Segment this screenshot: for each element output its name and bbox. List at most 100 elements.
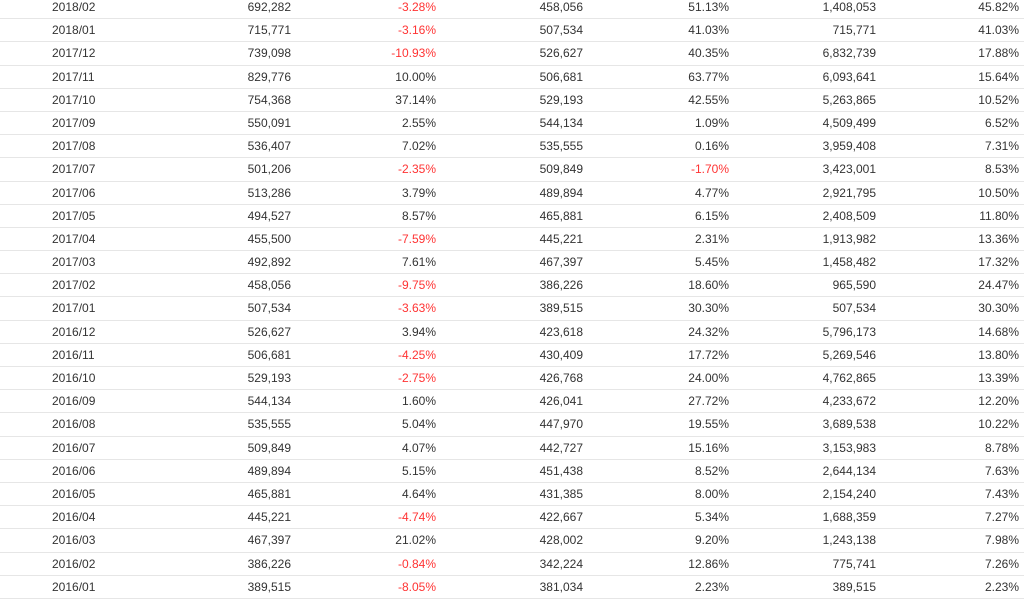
growth-cell: -1.70% (690, 162, 729, 177)
growth-cell: 41.03% (688, 23, 729, 38)
cumulative-growth-cell: 10.22% (978, 417, 1019, 432)
period-cell: 2016/07 (52, 440, 96, 455)
cumulative-value-cell: 5,263,865 (822, 92, 876, 107)
table-row: 2017/11 829,776 10.00% 506,681 63.77% 6,093,6… (0, 66, 1024, 89)
table-row: 2017/02 458,056 -9.75% 386,226 18.60% 965,590… (0, 274, 1024, 298)
period-cell: 2016/11 (52, 347, 95, 362)
change-cell: 8.57% (401, 208, 436, 223)
period-cell: 2016/03 (52, 533, 96, 548)
table-row: 2017/10 754,368 37.14% 529,193 42.55% 5,263,8… (0, 89, 1024, 112)
cumulative-value-cell: 1,458,482 (822, 255, 876, 270)
cumulative-growth-cell: 17.32% (978, 255, 1019, 270)
period-cell: 2017/02 (52, 278, 96, 293)
change-cell: -2.35% (397, 162, 436, 177)
value-cell: 509,849 (247, 440, 291, 455)
value-cell: 489,894 (247, 463, 291, 478)
cumulative-growth-cell: 7.27% (984, 510, 1019, 525)
compare-value-cell: 544,134 (539, 115, 583, 130)
change-cell: 21.02% (395, 533, 436, 548)
compare-value-cell: 422,667 (539, 510, 583, 525)
period-cell: 2016/12 (52, 324, 96, 339)
compare-value-cell: 507,534 (539, 23, 583, 38)
value-cell: 465,881 (247, 486, 291, 501)
compare-value-cell: 509,849 (539, 162, 583, 177)
table-row: 2016/06 489,894 5.15% 451,438 8.52% 2,644,134… (0, 460, 1024, 483)
growth-cell: 6.15% (694, 208, 729, 223)
cumulative-value-cell: 3,689,538 (822, 417, 876, 432)
table-row: 2017/09 550,091 2.55% 544,134 1.09% 4,509,499… (0, 112, 1024, 136)
table-row: 2018/02 692,282 -3.28% 458,056 51.13% 1,408,0… (0, 0, 1024, 20)
cumulative-value-cell: 2,154,240 (822, 486, 876, 501)
compare-value-cell: 465,881 (539, 208, 583, 223)
period-cell: 2017/03 (52, 255, 96, 270)
growth-cell: 8.52% (694, 463, 729, 478)
cumulative-growth-cell: 2.23% (984, 579, 1019, 594)
cumulative-growth-cell: 15.64% (978, 69, 1019, 84)
growth-cell: 19.55% (688, 417, 729, 432)
cumulative-growth-cell: 14.68% (978, 324, 1019, 339)
change-cell: -3.16% (397, 23, 436, 38)
growth-cell: 9.20% (694, 533, 729, 548)
compare-value-cell: 467,397 (539, 255, 583, 270)
period-cell: 2016/02 (52, 556, 96, 571)
change-cell: -7.59% (397, 231, 436, 246)
compare-value-cell: 489,894 (539, 185, 583, 200)
cumulative-value-cell: 775,741 (832, 556, 876, 571)
change-cell: -9.75% (397, 278, 436, 293)
value-cell: 507,534 (247, 301, 291, 316)
table-row: 2016/10 529,193 -2.75% 426,768 24.00% 4,762,8… (0, 367, 1024, 391)
cumulative-value-cell: 4,509,499 (822, 115, 876, 130)
change-cell: -4.25% (397, 347, 436, 362)
table-row: 2016/12 526,627 3.94% 423,618 24.32% 5,796,17… (0, 321, 1024, 344)
cumulative-growth-cell: 7.63% (984, 463, 1019, 478)
growth-cell: 17.72% (688, 347, 729, 362)
value-cell: 467,397 (247, 533, 291, 548)
cumulative-growth-cell: 8.53% (984, 162, 1019, 177)
change-cell: -4.74% (397, 510, 436, 525)
change-cell: 3.94% (401, 324, 436, 339)
cumulative-growth-cell: 6.52% (984, 115, 1019, 130)
growth-cell: 24.32% (688, 324, 729, 339)
cumulative-growth-cell: 11.80% (979, 208, 1019, 223)
period-cell: 2017/04 (52, 231, 96, 246)
table-row: 2017/01 507,534 -3.63% 389,515 30.30% 507,534… (0, 297, 1024, 321)
compare-value-cell: 423,618 (539, 324, 583, 339)
table-row: 2016/09 544,134 1.60% 426,041 27.72% 4,233,67… (0, 390, 1024, 414)
change-cell: 5.04% (401, 417, 436, 432)
value-cell: 389,515 (247, 579, 291, 594)
cumulative-growth-cell: 13.39% (978, 371, 1019, 385)
table-row: 2017/04 455,500 -7.59% 445,221 2.31% 1,913,98… (0, 228, 1024, 252)
value-cell: 494,527 (247, 208, 291, 223)
cumulative-growth-cell: 13.36% (978, 231, 1019, 246)
growth-cell: 8.00% (694, 486, 729, 501)
compare-value-cell: 458,056 (539, 0, 583, 14)
compare-value-cell: 529,193 (539, 92, 583, 107)
growth-cell: 2.31% (694, 231, 729, 246)
cumulative-value-cell: 3,153,983 (822, 440, 876, 455)
cumulative-growth-cell: 7.98% (984, 533, 1019, 548)
growth-cell: 51.13% (688, 0, 729, 14)
growth-cell: 0.16% (694, 139, 729, 154)
change-cell: -3.28% (397, 0, 436, 14)
growth-cell: 40.35% (688, 46, 729, 61)
change-cell: 2.55% (401, 115, 436, 130)
value-cell: 529,193 (247, 371, 291, 385)
table-row: 2016/01 389,515 -8.05% 381,034 2.23% 389,515 2… (0, 576, 1024, 599)
table-row: 2017/06 513,286 3.79% 489,894 4.77% 2,921,795… (0, 182, 1024, 205)
table-row: 2017/03 492,892 7.61% 467,397 5.45% 1,458,482… (0, 251, 1024, 275)
change-cell: 5.15% (401, 463, 436, 478)
period-cell: 2017/08 (52, 139, 96, 154)
table-row: 2016/03 467,397 21.02% 428,002 9.20% 1,243,13… (0, 529, 1024, 553)
change-cell: 4.64% (401, 486, 436, 501)
value-cell: 536,407 (247, 139, 291, 154)
change-cell: 10.00% (395, 69, 436, 84)
period-cell: 2017/06 (52, 185, 96, 200)
value-cell: 754,368 (247, 92, 291, 107)
change-cell: -3.63% (397, 301, 436, 316)
cumulative-growth-cell: 41.03% (978, 23, 1019, 38)
growth-cell: 27.72% (688, 394, 729, 409)
period-cell: 2017/01 (52, 301, 96, 316)
compare-value-cell: 428,002 (539, 533, 583, 548)
value-cell: 544,134 (247, 394, 291, 409)
